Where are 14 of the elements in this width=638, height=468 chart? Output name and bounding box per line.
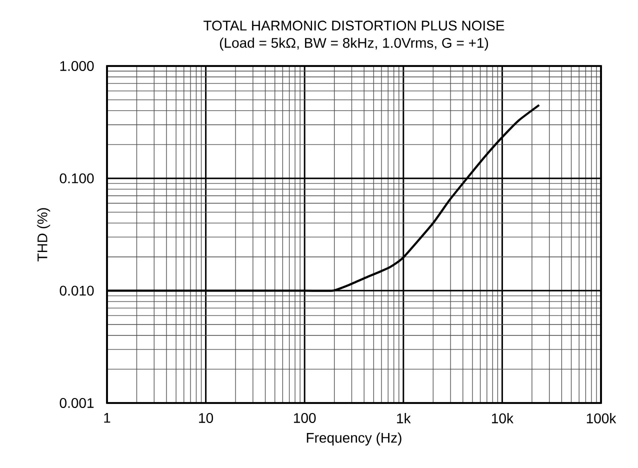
y-axis-title: THD (%): [37, 208, 50, 262]
y-tick-label: 0.100: [60, 173, 94, 184]
x-tick-label: 10: [199, 413, 214, 423]
y-tick-label: 1.000: [60, 61, 94, 71]
x-axis-title: Frequency (Hz): [306, 432, 402, 446]
x-tick-label: 100k: [586, 413, 616, 424]
x-tick-label: 1: [104, 413, 110, 423]
y-tick-label: 0.001: [60, 398, 94, 408]
x-tick-label: 100: [294, 413, 316, 423]
x-tick-label: 10k: [492, 413, 514, 424]
chart-subtitle: (Load = 5kΩ, BW = 8kHz, 1.0Vrms, G = +1): [220, 38, 488, 51]
y-tick-label: 0.010: [60, 286, 94, 296]
chart-title: TOTAL HARMONIC DISTORTION PLUS NOISE: [204, 20, 504, 31]
x-tick-label: 1k: [397, 413, 411, 424]
